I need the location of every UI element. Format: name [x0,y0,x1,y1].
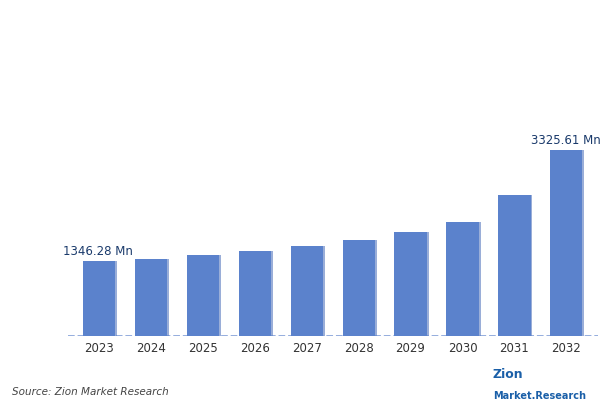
Bar [550,150,583,336]
Bar [135,258,167,336]
Text: Global Market Size, 2024-2032 (USD Million): Global Market Size, 2024-2032 (USD Milli… [154,62,462,77]
Bar [498,195,530,336]
Bar [477,222,480,336]
Bar [424,232,429,336]
Bar [291,246,323,336]
Text: Source: Zion Market Research: Source: Zion Market Research [12,387,169,397]
Bar [321,246,325,336]
Text: Zion: Zion [493,368,524,381]
Bar [83,261,115,336]
Text: Market.Research: Market.Research [493,391,586,401]
Bar [580,150,585,336]
Bar [165,258,169,336]
Bar [113,261,117,336]
Bar [217,255,221,336]
Bar [269,251,273,336]
Bar [187,255,219,336]
Bar [373,240,376,336]
Bar [342,240,375,336]
Bar [394,232,427,336]
Text: CAGR : 10.57%: CAGR : 10.57% [107,117,223,132]
Bar [238,251,271,336]
Text: 3325.61 Mn: 3325.61 Mn [532,134,601,147]
Text: Managed File Transfer Software and Service Market,: Managed File Transfer Software and Servi… [62,23,554,41]
Bar [529,195,532,336]
Text: 1346.28 Mn: 1346.28 Mn [63,245,133,258]
Bar [447,222,479,336]
